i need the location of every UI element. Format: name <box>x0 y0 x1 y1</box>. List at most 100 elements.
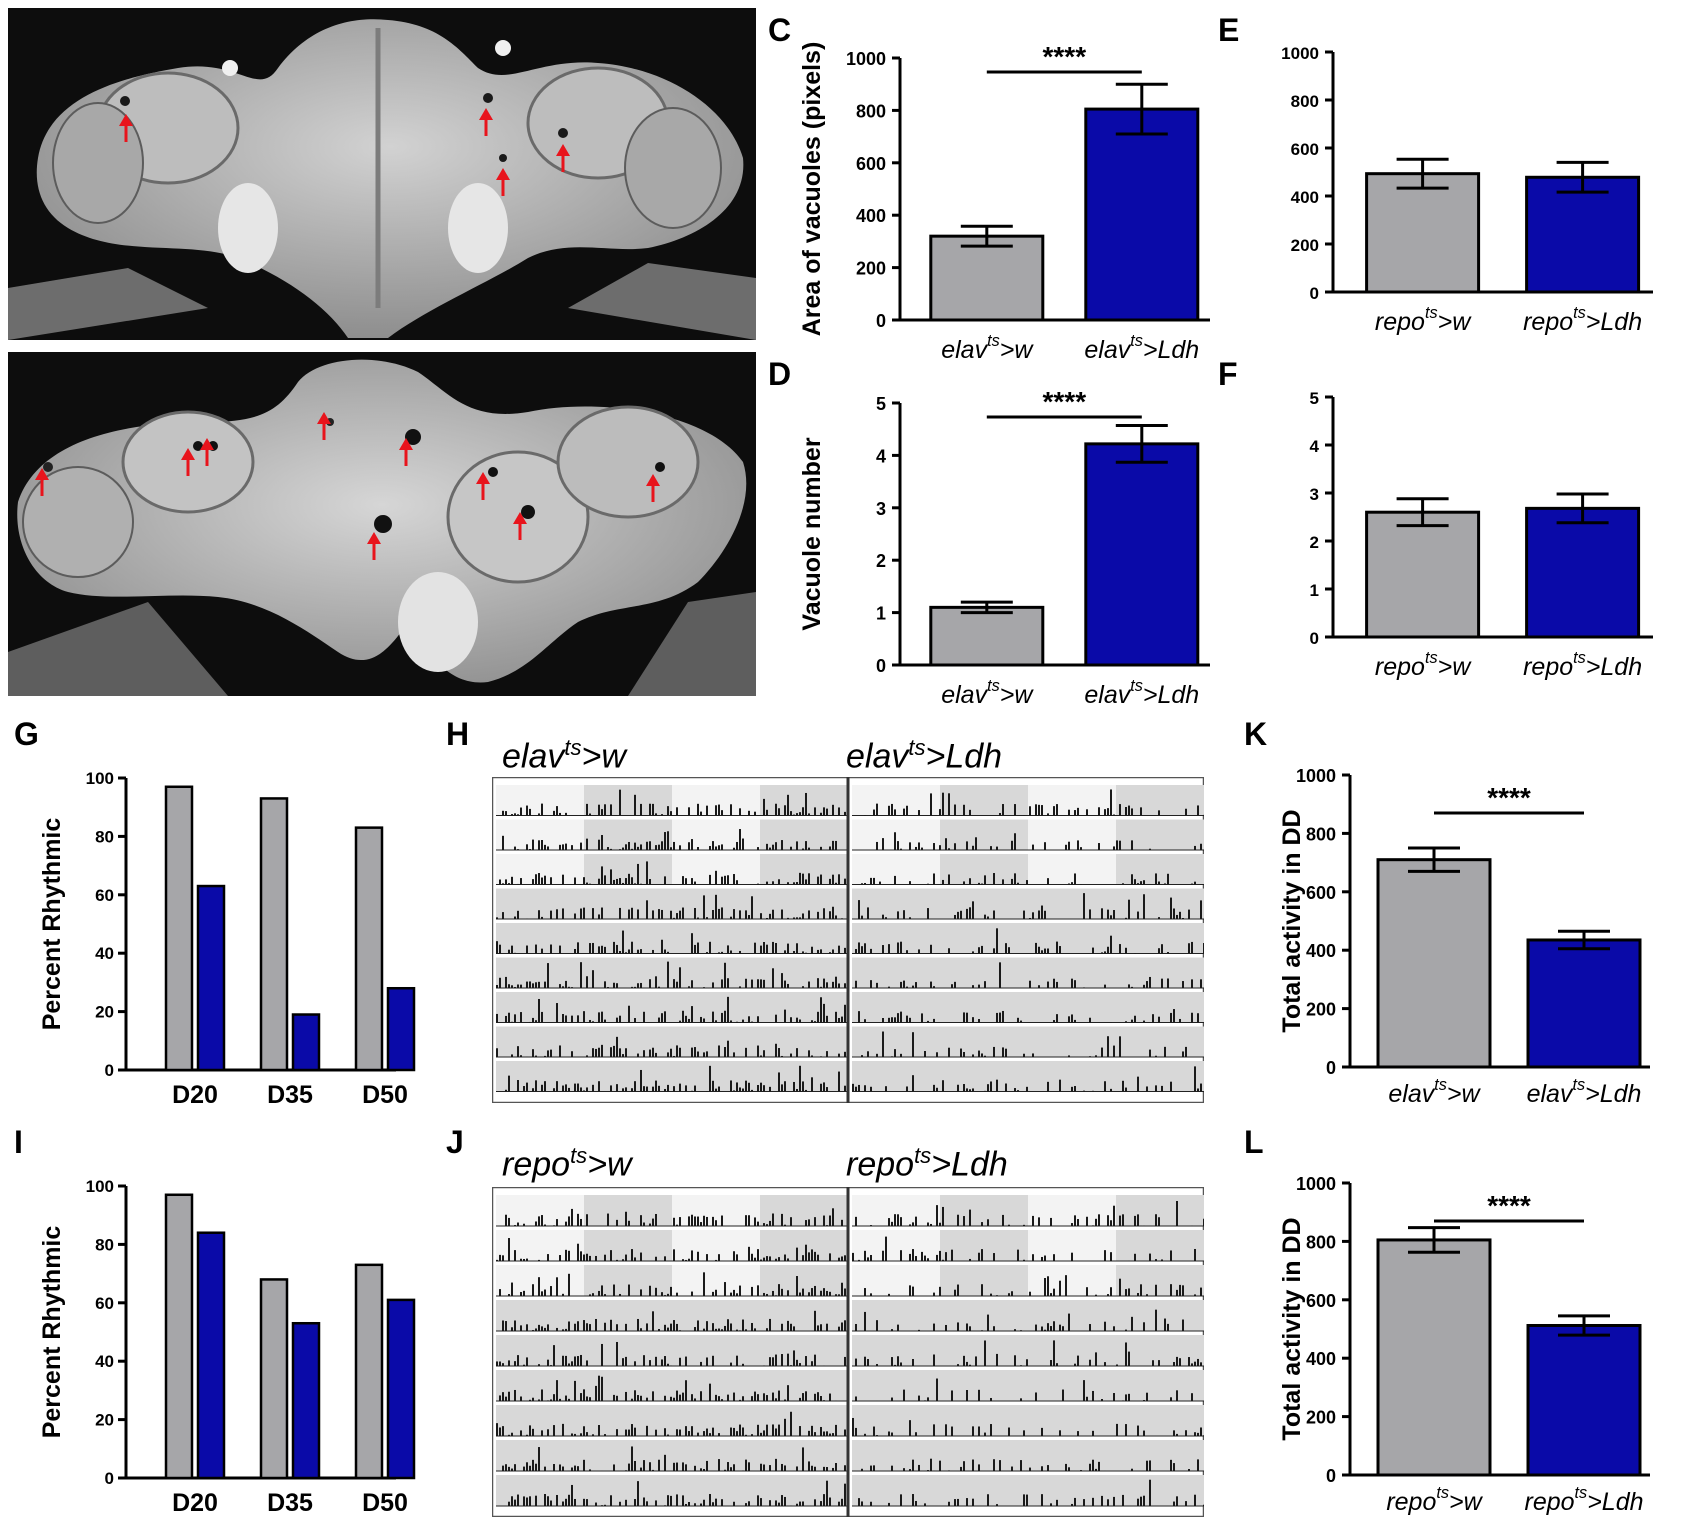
activity-bin <box>631 986 633 988</box>
activity-bin <box>610 1319 612 1331</box>
activity-bin <box>520 1291 522 1296</box>
activity-bin <box>628 873 630 885</box>
activity-bin <box>1098 1461 1100 1471</box>
activity-bin <box>805 841 807 850</box>
activity-bin <box>526 1357 528 1366</box>
activity-bin <box>1116 840 1118 850</box>
activity-bin <box>1134 879 1136 885</box>
activity-bin <box>972 845 974 850</box>
activity-bin <box>559 1255 561 1261</box>
activity-bin <box>703 1431 705 1436</box>
activity-bin <box>751 1021 753 1023</box>
activity-bin <box>802 873 804 885</box>
activity-bin <box>1149 1049 1151 1057</box>
activity-bin <box>829 911 831 919</box>
activity-bin <box>631 848 633 850</box>
x-category-label: elavts>Ldh <box>1527 1076 1642 1108</box>
activity-bin <box>796 1503 798 1506</box>
activity-bin <box>553 810 555 816</box>
activity-bin <box>712 1080 714 1092</box>
actogram-phase-shade <box>852 1265 940 1296</box>
activity-bin <box>912 1494 914 1506</box>
activity-bin <box>631 907 633 919</box>
activity-bin <box>838 1053 840 1057</box>
activity-bin <box>778 1257 780 1261</box>
activity-bin <box>775 1354 777 1366</box>
activity-bin <box>505 976 507 988</box>
y-tick-label: 0 <box>876 656 886 676</box>
activity-bin <box>876 1320 878 1331</box>
activity-bin <box>829 1291 831 1296</box>
activity-bin <box>781 1354 783 1366</box>
activity-bin <box>870 1086 872 1092</box>
y-tick-label: 0 <box>105 1061 114 1080</box>
activity-bin <box>987 1084 989 1092</box>
activity-bin <box>1191 883 1193 885</box>
activity-bin <box>906 986 908 988</box>
y-axis-label: Total activity in DD <box>1278 1217 1306 1440</box>
activity-bin <box>514 1320 516 1331</box>
activity-bin <box>954 1499 956 1506</box>
activity-bin <box>796 1247 798 1261</box>
bar <box>929 234 1045 322</box>
activity-bin <box>927 908 929 919</box>
activity-bin <box>733 909 735 919</box>
activity-bin <box>601 945 603 954</box>
activity-bin <box>631 941 633 954</box>
activity-bin <box>802 1081 804 1092</box>
activity-bin <box>655 1080 657 1092</box>
activity-bin <box>1110 1220 1112 1226</box>
activity-bin <box>607 847 609 850</box>
bar <box>386 986 416 1072</box>
activity-bin <box>1023 1224 1025 1226</box>
activity-bin <box>667 1363 669 1366</box>
activity-bin <box>700 811 702 816</box>
activity-bin <box>903 1468 905 1471</box>
activity-bin <box>664 949 666 954</box>
activity-bin <box>1203 943 1204 954</box>
activity-bin <box>870 1225 872 1226</box>
activity-bin <box>514 916 516 919</box>
activity-bin <box>706 1254 708 1261</box>
activity-bin <box>844 1051 846 1057</box>
activity-bin <box>613 1464 615 1471</box>
actogram-control <box>496 1195 849 1507</box>
activity-bin <box>1011 1291 1013 1296</box>
activity-bin <box>517 814 519 816</box>
bar <box>259 797 289 1072</box>
activity-bin <box>1053 1020 1055 1023</box>
activity-bin <box>912 1358 914 1366</box>
activity-bin <box>775 1043 777 1057</box>
activity-bin <box>888 1431 890 1436</box>
activity-bin <box>700 1222 702 1226</box>
activity-bin <box>709 1065 711 1092</box>
activity-bin <box>993 1046 995 1057</box>
activity-bin <box>559 844 561 850</box>
activity-bin <box>598 804 600 816</box>
activity-bin <box>526 1497 528 1506</box>
activity-bin <box>631 1088 633 1092</box>
activity-bin <box>894 1364 896 1366</box>
bar <box>1365 172 1481 294</box>
activity-bin <box>499 879 501 885</box>
activity-bin <box>1104 809 1106 816</box>
activity-bin <box>553 1088 555 1092</box>
activity-bin <box>634 1361 636 1366</box>
activity-bin <box>547 1254 549 1261</box>
activity-bin <box>643 1355 645 1366</box>
actogram-phase-shade <box>496 1335 584 1366</box>
activity-bin <box>1122 1400 1124 1401</box>
activity-bin <box>685 1426 687 1436</box>
activity-bin <box>505 1321 507 1331</box>
activity-bin <box>517 1494 519 1506</box>
activity-bin <box>574 877 576 885</box>
y-tick-label: 1 <box>1310 581 1319 600</box>
activity-bin <box>844 1429 846 1436</box>
activity-bin <box>796 917 798 919</box>
activity-bin <box>508 1012 510 1023</box>
activity-bin <box>1056 1499 1058 1506</box>
activity-bin <box>526 1258 528 1261</box>
actogram-phase-shade <box>852 1335 940 1366</box>
activity-bin <box>601 1044 603 1057</box>
activity-bin <box>667 1052 669 1057</box>
